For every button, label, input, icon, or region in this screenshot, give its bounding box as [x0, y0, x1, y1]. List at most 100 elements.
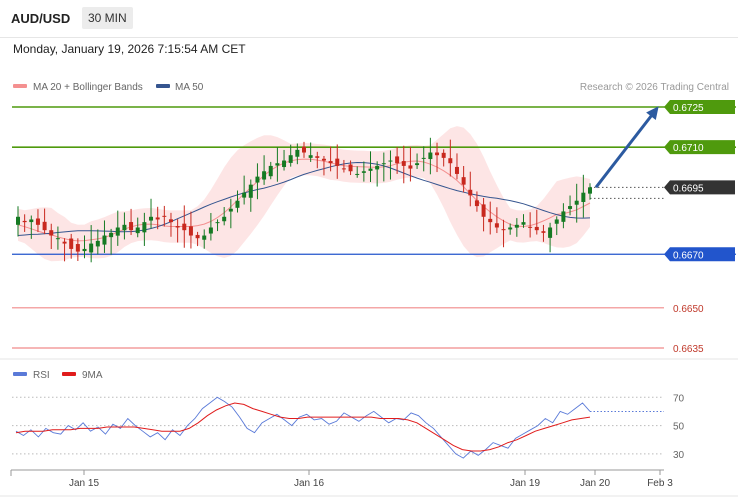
candle[interactable]: [222, 207, 227, 226]
x-axis: Jan 15 Jan 16 Jan 19 Jan 20 Feb 3: [10, 469, 673, 489]
candle[interactable]: [135, 217, 140, 238]
rsi-ma-legend-swatch: [62, 372, 76, 376]
candle[interactable]: [501, 219, 506, 248]
candle[interactable]: [282, 149, 287, 171]
candle[interactable]: [588, 183, 592, 200]
candle[interactable]: [428, 137, 433, 175]
candle[interactable]: [102, 220, 107, 253]
candle[interactable]: [381, 152, 386, 182]
candle[interactable]: [514, 218, 519, 237]
candle[interactable]: [248, 179, 253, 212]
rsi-legend: RSI 9MA: [13, 370, 103, 381]
candle[interactable]: [474, 191, 479, 212]
bollinger-band: [18, 126, 590, 262]
candle[interactable]: [441, 149, 446, 167]
candle[interactable]: [468, 171, 473, 207]
candle[interactable]: [129, 208, 134, 236]
candle[interactable]: [481, 197, 486, 232]
candle[interactable]: [188, 211, 193, 249]
candle[interactable]: [275, 147, 280, 182]
candle[interactable]: [202, 229, 207, 249]
candle[interactable]: [288, 144, 293, 167]
candle[interactable]: [561, 203, 566, 229]
candle[interactable]: [228, 198, 233, 229]
candle[interactable]: [395, 147, 400, 174]
candle-body: [408, 165, 413, 169]
candle[interactable]: [568, 195, 573, 216]
candle[interactable]: [341, 159, 346, 173]
candle[interactable]: [388, 150, 393, 180]
candle[interactable]: [142, 212, 147, 246]
candle[interactable]: [162, 205, 167, 227]
candle[interactable]: [421, 146, 426, 172]
candle[interactable]: [109, 228, 114, 255]
candle[interactable]: [581, 174, 586, 218]
candle[interactable]: [89, 225, 94, 263]
candle[interactable]: [408, 146, 413, 182]
candle[interactable]: [155, 206, 160, 230]
candle[interactable]: [42, 208, 47, 235]
candle[interactable]: [375, 161, 380, 187]
candle[interactable]: [235, 190, 240, 213]
candle[interactable]: [55, 226, 60, 250]
candle[interactable]: [548, 222, 553, 253]
candle[interactable]: [355, 166, 360, 178]
candle[interactable]: [454, 153, 459, 180]
candle[interactable]: [315, 151, 320, 169]
candle[interactable]: [82, 235, 87, 259]
candle-body: [155, 217, 160, 220]
candle[interactable]: [242, 175, 247, 205]
candle[interactable]: [182, 205, 187, 248]
level-tag-shape: [664, 180, 735, 195]
symbol-title[interactable]: AUD/USD: [11, 11, 71, 26]
candle[interactable]: [69, 233, 74, 259]
candle[interactable]: [302, 141, 306, 158]
candle[interactable]: [255, 163, 260, 200]
candle[interactable]: [262, 155, 267, 185]
timeframe-button[interactable]: 30 MIN: [82, 7, 133, 29]
candle[interactable]: [75, 238, 80, 262]
candle[interactable]: [321, 155, 326, 176]
candle[interactable]: [149, 198, 154, 229]
candle[interactable]: [401, 145, 406, 184]
candle[interactable]: [115, 210, 120, 246]
candle[interactable]: [348, 160, 353, 176]
candle[interactable]: [62, 238, 67, 262]
candle[interactable]: [361, 161, 366, 182]
candle[interactable]: [508, 223, 513, 235]
candle[interactable]: [541, 224, 546, 242]
candle[interactable]: [461, 166, 466, 193]
candle[interactable]: [95, 229, 100, 255]
candle[interactable]: [175, 219, 180, 243]
candle[interactable]: [195, 231, 200, 247]
candle-body: [35, 218, 40, 225]
candle[interactable]: [574, 183, 579, 223]
candle-body: [55, 238, 60, 240]
candle[interactable]: [488, 201, 493, 235]
candle[interactable]: [554, 216, 559, 236]
candle[interactable]: [308, 142, 313, 162]
candle[interactable]: [122, 212, 127, 240]
candle[interactable]: [415, 153, 420, 169]
candle[interactable]: [534, 209, 539, 235]
candle[interactable]: [521, 214, 526, 228]
candle[interactable]: [295, 143, 300, 165]
candle[interactable]: [49, 223, 54, 250]
candle[interactable]: [208, 212, 213, 241]
candle[interactable]: [22, 214, 27, 232]
candle[interactable]: [168, 212, 173, 237]
candle[interactable]: [16, 206, 20, 237]
candle[interactable]: [528, 212, 533, 238]
candle[interactable]: [268, 161, 273, 180]
candle[interactable]: [328, 146, 333, 172]
candle[interactable]: [29, 215, 34, 239]
candle[interactable]: [435, 142, 440, 173]
candle[interactable]: [368, 151, 373, 183]
candle[interactable]: [335, 144, 340, 179]
candle-body: [42, 221, 47, 231]
candle[interactable]: [448, 139, 453, 177]
candle[interactable]: [35, 209, 40, 233]
candle[interactable]: [494, 207, 499, 234]
candle[interactable]: [215, 219, 220, 232]
